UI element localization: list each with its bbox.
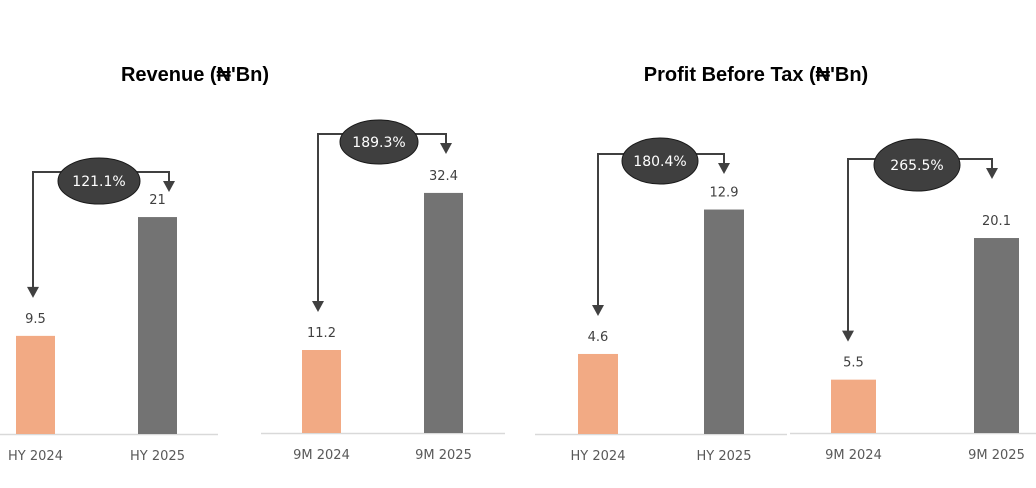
chart-panel-4: 5.5 9M 2024 20.1 9M 2025 265.5% xyxy=(790,138,1036,463)
arrow-down-icon xyxy=(312,301,324,313)
chart-panel-2: 11.2 9M 2024 32.4 9M 2025 189.3% xyxy=(261,119,505,463)
data-label: 12.9 xyxy=(710,186,739,201)
bar-9m-2025 xyxy=(424,192,463,433)
growth-bubble xyxy=(339,119,419,165)
growth-bubble xyxy=(873,138,961,192)
data-label: 11.2 xyxy=(307,326,336,341)
category-label: HY 2025 xyxy=(130,449,185,464)
data-label: 9.5 xyxy=(25,312,46,327)
growth-percentage: 189.3% xyxy=(352,135,405,151)
growth-bubble xyxy=(621,137,699,185)
category-label: HY 2024 xyxy=(8,449,63,464)
bar-9m-2025 xyxy=(974,238,1019,433)
arrow-down-icon xyxy=(27,286,39,298)
chart-panel-1: 9.5 HY 2024 21 HY 2025 121.1% xyxy=(0,157,218,464)
data-label: 5.5 xyxy=(843,356,864,371)
arrow-down-icon xyxy=(842,330,854,342)
revenue-title: Revenue (₦'Bn) xyxy=(120,64,270,86)
profit-before-tax-title: Profit Before Tax (₦'Bn) xyxy=(643,64,869,86)
category-label: 9M 2025 xyxy=(415,448,472,463)
category-label: 9M 2025 xyxy=(968,448,1025,463)
category-label: HY 2024 xyxy=(571,449,626,464)
arrow-down-icon xyxy=(163,181,175,192)
bar-9m-2024 xyxy=(302,350,341,433)
arrow-down-icon xyxy=(986,168,998,179)
arrow-down-icon xyxy=(440,143,452,154)
data-label: 32.4 xyxy=(429,169,458,184)
arrow-down-icon xyxy=(592,304,604,316)
data-label: 21 xyxy=(149,193,166,208)
category-label: HY 2025 xyxy=(697,449,752,464)
bar-hy-2025 xyxy=(704,209,744,434)
bar-hy-2025 xyxy=(138,217,177,434)
bar-9m-2024 xyxy=(831,379,876,433)
data-label: 4.6 xyxy=(588,330,609,345)
growth-bubble xyxy=(57,157,141,205)
bar-hy-2024 xyxy=(578,353,618,434)
category-label: 9M 2024 xyxy=(825,448,882,463)
category-label: 9M 2024 xyxy=(293,448,350,463)
bar-hy-2024 xyxy=(16,335,55,434)
growth-percentage: 265.5% xyxy=(890,158,943,174)
growth-percentage: 180.4% xyxy=(633,154,686,170)
data-label: 20.1 xyxy=(982,214,1011,229)
growth-percentage: 121.1% xyxy=(72,174,125,190)
arrow-down-icon xyxy=(718,163,730,174)
chart-panel-3: 4.6 HY 2024 12.9 HY 2025 180.4% xyxy=(535,137,787,464)
